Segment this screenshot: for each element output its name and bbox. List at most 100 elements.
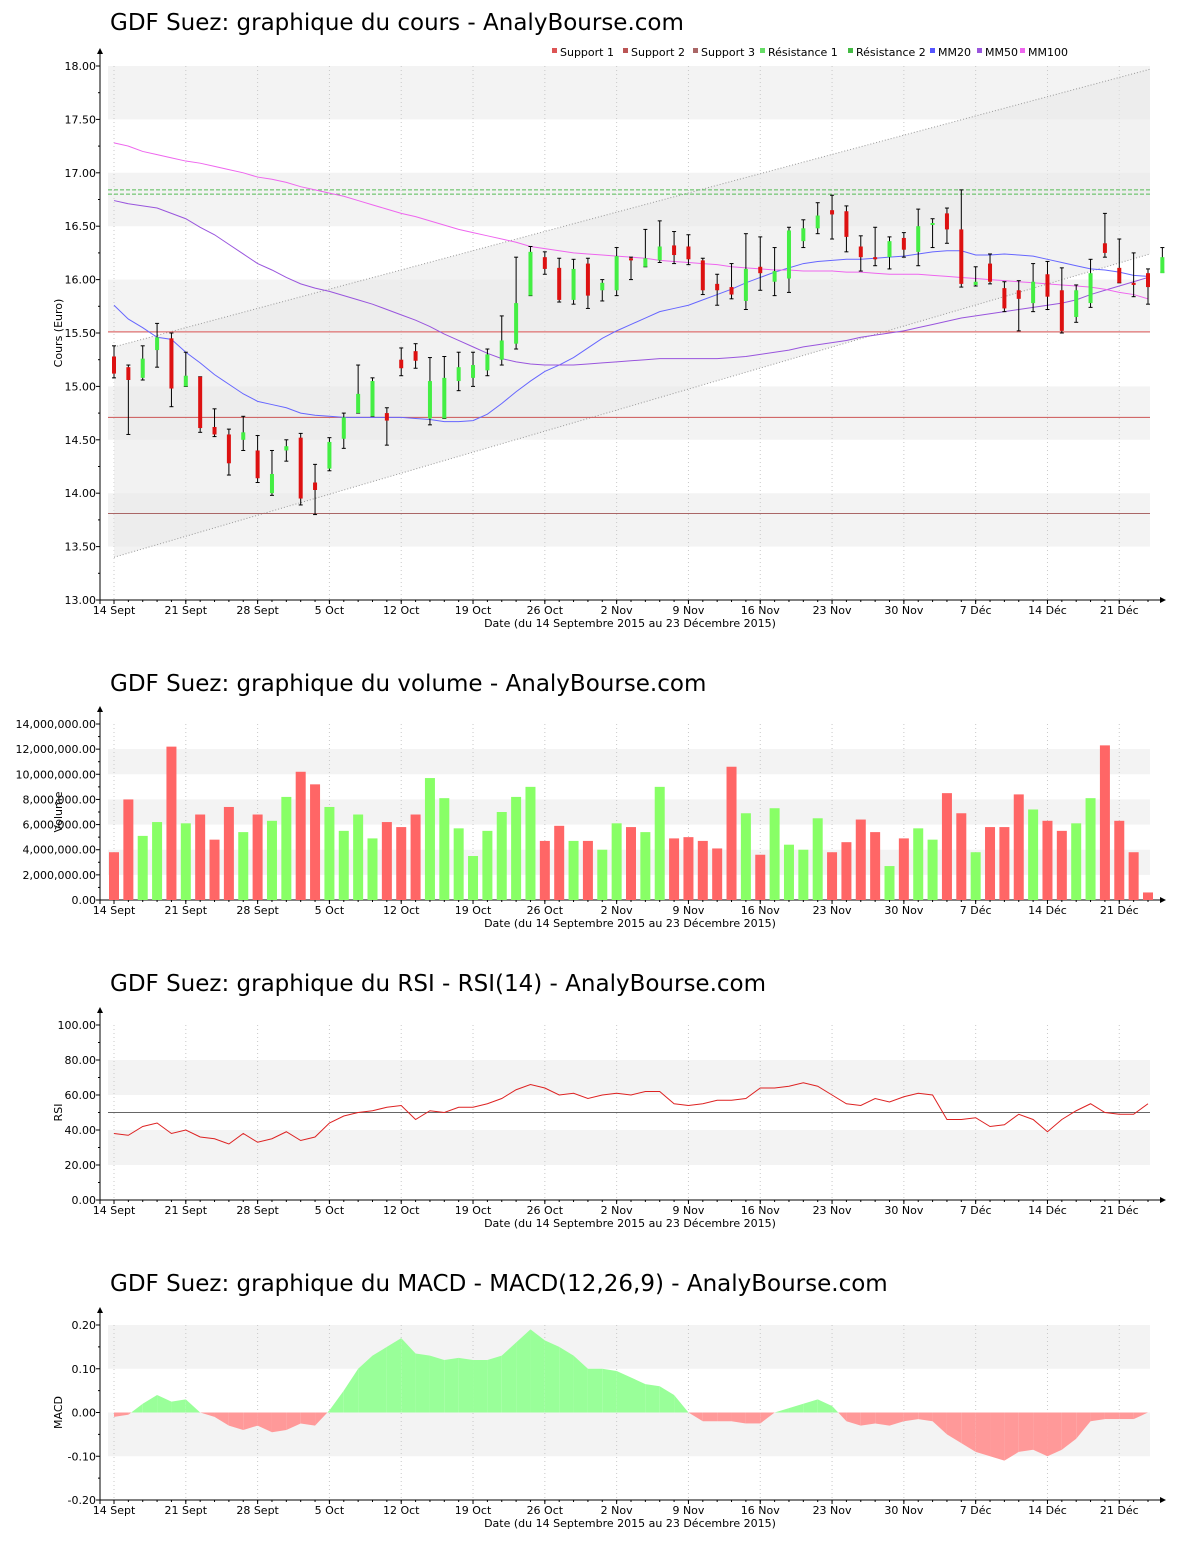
x-tick-label: 2 Nov bbox=[601, 604, 633, 617]
x-tick-label: 2 Nov bbox=[601, 1504, 633, 1517]
price-chart: 13.00 13.50 14.00 14.50 15.00 15.50 16.00 16.50… bbox=[52, 46, 1166, 630]
volume-bar bbox=[841, 842, 852, 900]
volume-bar bbox=[166, 746, 177, 900]
legend-swatch bbox=[930, 48, 935, 53]
macd-area bbox=[975, 1412, 991, 1457]
x-tick-label: 21 Déc bbox=[1100, 904, 1139, 917]
candle-body bbox=[758, 266, 763, 274]
candle-body bbox=[126, 367, 131, 380]
macd-area bbox=[429, 1355, 445, 1413]
x-tick-label: 5 Oct bbox=[315, 1504, 345, 1517]
macd-area bbox=[271, 1412, 287, 1433]
macd-area bbox=[838, 1412, 847, 1422]
x-tick-label: 12 Oct bbox=[383, 904, 420, 917]
x-tick-label: 14 Sept bbox=[93, 1204, 136, 1217]
x-tick-label: 23 Nov bbox=[813, 1204, 852, 1217]
volume-bar bbox=[238, 832, 249, 900]
candle-body bbox=[183, 375, 188, 387]
volume-bar bbox=[827, 852, 838, 900]
macd-area bbox=[659, 1386, 675, 1413]
x-tick-label: 14 Sept bbox=[93, 1504, 136, 1517]
macd-area bbox=[516, 1329, 531, 1413]
macd-area bbox=[1033, 1412, 1048, 1457]
x-tick-label: 2 Nov bbox=[601, 904, 633, 917]
y-tick-label: 13.50 bbox=[65, 541, 97, 554]
macd-area bbox=[329, 1390, 344, 1413]
x-tick-label: 21 Déc bbox=[1100, 604, 1139, 617]
macd-area bbox=[401, 1338, 416, 1413]
x-tick-label: 12 Oct bbox=[383, 1204, 420, 1217]
macd-area bbox=[918, 1412, 933, 1422]
legend-swatch bbox=[760, 48, 765, 53]
y-tick-label: 15.50 bbox=[65, 327, 97, 340]
x-tick-label: 14 Déc bbox=[1028, 1504, 1067, 1517]
volume-bar bbox=[439, 798, 450, 900]
x-tick-label: 14 Déc bbox=[1028, 1204, 1067, 1217]
x-tick-label: 2 Nov bbox=[601, 1204, 633, 1217]
legend-label: Support 1 bbox=[560, 46, 614, 59]
x-tick-label: 14 Sept bbox=[93, 904, 136, 917]
x-tick-label: 26 Oct bbox=[527, 604, 564, 617]
y-tick-label: -0.20 bbox=[68, 1494, 96, 1507]
macd-area bbox=[760, 1412, 775, 1424]
candle-body bbox=[327, 441, 332, 469]
candle-body bbox=[1002, 288, 1007, 309]
macd-area bbox=[530, 1329, 545, 1413]
candle-body bbox=[887, 241, 892, 258]
macd-area bbox=[473, 1360, 488, 1413]
macd-area bbox=[327, 1410, 330, 1413]
macd-area bbox=[128, 1412, 132, 1415]
y-tick-label: 18.00 bbox=[65, 60, 97, 73]
y-axis-arrow bbox=[97, 1007, 103, 1013]
volume-bar bbox=[396, 827, 407, 900]
macd-area bbox=[731, 1412, 746, 1424]
macd-area bbox=[1018, 1412, 1034, 1452]
candle-body bbox=[858, 246, 863, 258]
candle-body bbox=[313, 482, 318, 490]
y-tick-label: 20.00 bbox=[65, 1159, 97, 1172]
y-axis-label: Volume bbox=[52, 791, 65, 832]
legend-label: Support 3 bbox=[701, 46, 755, 59]
y-tick-label: 80.00 bbox=[65, 1054, 97, 1067]
x-tick-label: 14 Déc bbox=[1028, 604, 1067, 617]
candle-body bbox=[155, 337, 160, 351]
macd-area bbox=[243, 1412, 258, 1430]
macd-area bbox=[645, 1384, 660, 1413]
volume-bar bbox=[266, 820, 277, 900]
x-tick-label: 19 Oct bbox=[455, 904, 492, 917]
macd-area bbox=[946, 1412, 962, 1444]
y-tick-label: 100.00 bbox=[58, 1019, 97, 1032]
volume-bar bbox=[755, 854, 766, 900]
macd-area bbox=[200, 1412, 215, 1417]
candle-body bbox=[284, 446, 289, 451]
x-tick-label: 21 Sept bbox=[165, 1504, 208, 1517]
candle-body bbox=[585, 263, 590, 296]
legend-label: MM50 bbox=[985, 46, 1018, 59]
candle-body bbox=[514, 303, 519, 344]
y-tick-label: 0.00 bbox=[72, 1194, 97, 1207]
volume-bar bbox=[482, 830, 493, 900]
grid-band bbox=[108, 749, 1150, 775]
x-tick-label: 19 Oct bbox=[455, 604, 492, 617]
candle-body bbox=[988, 263, 993, 282]
volume-bar bbox=[1056, 830, 1067, 900]
x-tick-label: 7 Déc bbox=[960, 1504, 992, 1517]
volume-bar bbox=[1013, 794, 1024, 900]
x-tick-label: 9 Nov bbox=[672, 1204, 704, 1217]
grid-band bbox=[108, 1325, 1150, 1369]
macd-area bbox=[501, 1342, 517, 1413]
candle-body bbox=[542, 257, 547, 269]
macd-area bbox=[300, 1412, 316, 1426]
rsi-chart-title: GDF Suez: graphique du RSI - RSI(14) - A… bbox=[110, 971, 767, 997]
x-tick-label: 9 Nov bbox=[672, 904, 704, 917]
y-tick-label: 14.00 bbox=[65, 487, 97, 500]
candle-body bbox=[485, 354, 490, 371]
x-axis-label: Date (du 14 Septembre 2015 au 23 Décembr… bbox=[484, 917, 776, 930]
x-tick-label: 19 Oct bbox=[455, 1204, 492, 1217]
macd-area bbox=[358, 1355, 373, 1413]
macd-area bbox=[142, 1395, 158, 1413]
y-tick-label: 15.00 bbox=[65, 380, 97, 393]
macd-area bbox=[131, 1403, 143, 1413]
volume-bar bbox=[927, 839, 938, 900]
x-axis-label: Date (du 14 Septembre 2015 au 23 Décembr… bbox=[484, 1517, 776, 1530]
